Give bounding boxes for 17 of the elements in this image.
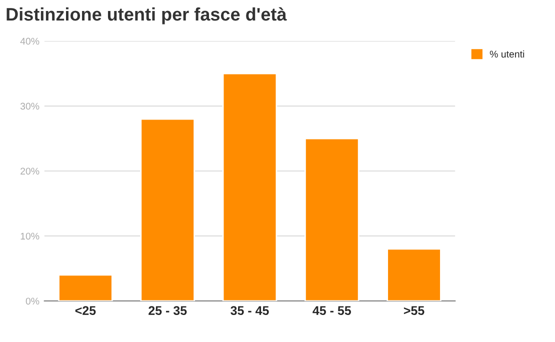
y-tick-label: 0% [26, 298, 40, 305]
bar [58, 274, 113, 301]
x-tick-label: 35 - 45 [230, 306, 269, 316]
x-tick-label: <25 [75, 306, 96, 316]
y-tick-label: 40% [20, 38, 40, 45]
bar [386, 248, 442, 301]
bar [140, 118, 195, 301]
chart-title: Distinzione utenti per fasce d'età [6, 7, 287, 24]
y-tick-label: 30% [20, 102, 40, 110]
bar [304, 138, 360, 301]
legend-label: % utenti [490, 50, 524, 58]
x-tick-label: >55 [404, 306, 424, 316]
x-tick-label: 25 - 35 [148, 306, 187, 316]
y-tick-label: 20% [20, 168, 40, 175]
x-tick-label: 45 - 55 [312, 306, 351, 316]
y-tick-label: 10% [20, 232, 40, 240]
bar [222, 72, 278, 301]
